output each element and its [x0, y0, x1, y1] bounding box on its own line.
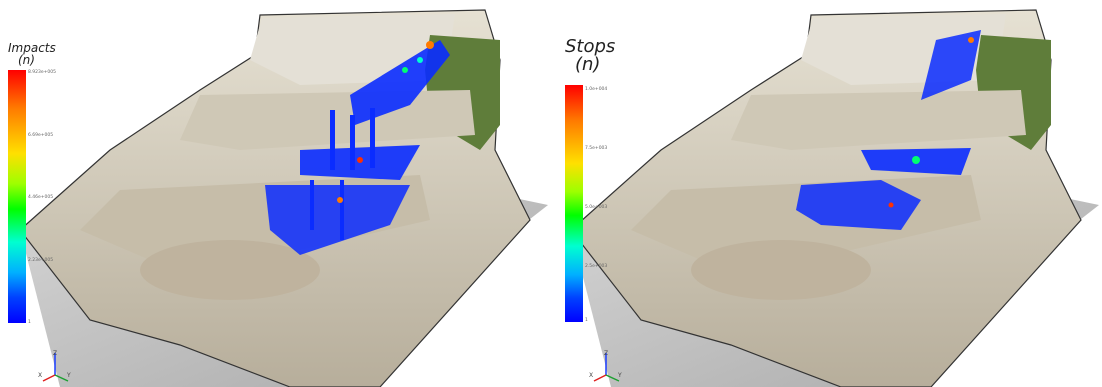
colorbar-tick: 8.923e+005 — [28, 70, 57, 75]
terrain-3d-view-stops[interactable] — [551, 0, 1102, 387]
axis-label-x: X — [589, 372, 594, 379]
impact-points — [265, 40, 450, 255]
lower-pit — [140, 240, 320, 300]
colorbar-tick: 5.0e+003 — [585, 205, 608, 210]
colorbar — [565, 85, 583, 322]
colorbar-tick: 7.5e+003 — [585, 146, 608, 151]
axis-label-x: X — [38, 372, 43, 379]
axis-label-y: Y — [67, 372, 71, 379]
stops-panel: Stops (n) 1.0e+004 7.5e+003 5.0e+003 2.5… — [551, 0, 1102, 387]
colorbar-tick: 4.46e+005 — [28, 195, 54, 200]
legend-unit-text: (n) — [575, 54, 601, 75]
middle-bench — [731, 90, 1026, 150]
orientation-axes — [593, 353, 620, 382]
colorbar-tick: 1 — [28, 320, 31, 325]
colorbar-tick: 2.23e+005 — [28, 258, 54, 263]
colorbar-tick: 6.69e+005 — [28, 133, 54, 138]
axis-label-z: Z — [53, 350, 58, 357]
legend-unit-text: (n) — [18, 53, 35, 67]
colorbar-tick: 1.0e+004 — [585, 87, 608, 92]
axis-label-z: Z — [604, 350, 609, 357]
legend-title-text: Stops — [565, 36, 616, 57]
legend-title: Impacts (n) — [8, 42, 56, 66]
stop-points — [796, 30, 981, 230]
colorbar-tick: 1 — [585, 318, 588, 323]
legend-title-text: Impacts — [8, 41, 56, 55]
colorbar — [8, 70, 26, 323]
impacts-panel: Impacts (n) 8.923e+005 6.69e+005 4.46e+0… — [0, 0, 551, 387]
axis-label-y: Y — [618, 372, 622, 379]
lower-pit — [691, 240, 871, 300]
colorbar-tick: 2.5e+003 — [585, 264, 608, 269]
orientation-axes — [42, 353, 69, 382]
terrain-3d-view-impacts[interactable] — [0, 0, 551, 387]
legend-title: Stops (n) — [565, 38, 615, 74]
